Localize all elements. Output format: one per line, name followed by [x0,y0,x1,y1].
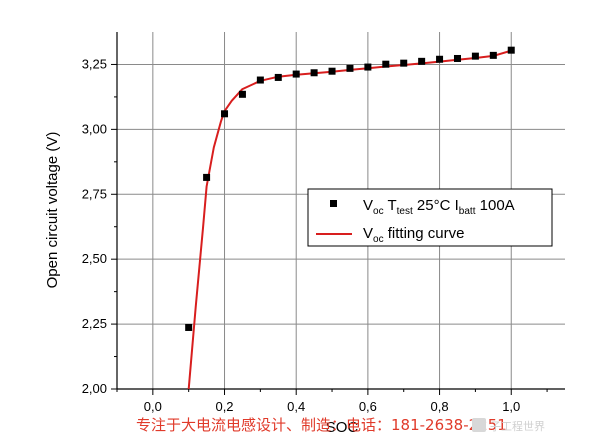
legend-box [307,188,553,247]
legend-entry-scatter: Voc Ttest 25°C Ibatt 100A [363,197,515,217]
watermark-logo: 子工程世界 [472,418,545,433]
data-point [185,323,193,331]
data-point [507,46,515,54]
x-tick-label: 0,2 [215,399,233,414]
axes: 0,0 0,2 0,4 0,6 0,8 1,0 2,00 2,25 2,50 2,75 3,00 3,… [82,32,565,414]
x-tick-label: 0,8 [431,399,449,414]
data-point [221,110,229,118]
data-point [292,70,300,78]
data-point [382,60,390,68]
legend-marker-scatter [330,200,337,207]
data-point [489,51,497,59]
data-point [310,69,318,77]
data-point [274,73,282,81]
data-point [471,52,479,60]
data-point [418,57,426,65]
y-tick-label: 2,00 [82,381,107,396]
x-tick-label: 1,0 [502,399,520,414]
x-tick-label: 0,6 [359,399,377,414]
y-tick-label: 3,25 [82,56,107,71]
data-point [256,76,264,84]
y-tick-label: 2,25 [82,316,107,331]
x-axis-title: SOC [326,419,359,436]
data-point [453,54,461,62]
data-point [328,67,336,75]
y-tick-label: 3,00 [82,121,107,136]
y-tick-label: 2,75 [82,186,107,201]
data-point [400,59,408,67]
watermark-logo-text: 子工程世界 [490,420,545,433]
plot-area [185,46,515,390]
data-point [364,63,372,71]
data-point [238,90,246,98]
x-tick-label: 0,4 [287,399,305,414]
legend-entry-fit: Voc fitting curve [363,225,464,245]
data-point [436,55,444,63]
watermark-logo-mark [472,418,486,432]
x-tick-label: 0,0 [144,399,162,414]
legend: Voc Ttest 25°C Ibatt 100A Voc fitting cu… [307,188,553,247]
watermark-text: 专注于大电流电感设计、制造：电话：181-2638-2251 [136,416,507,434]
y-tick-label: 2,50 [82,251,107,266]
data-point [203,173,211,181]
y-axis-title: Open circuit voltage (V) [44,132,61,289]
data-point [346,64,354,72]
